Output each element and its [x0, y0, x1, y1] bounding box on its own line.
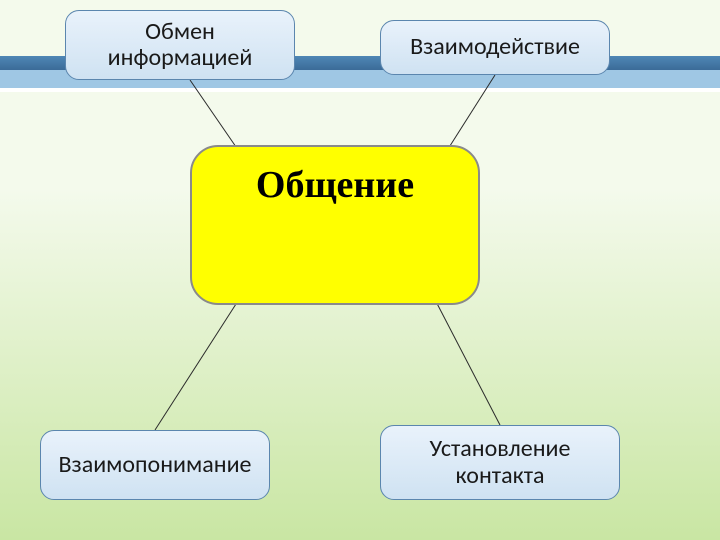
node-tr: Взаимодействие: [380, 20, 610, 75]
node-br: Установление контакта: [380, 425, 620, 500]
diagram-stage: Общение Обмен информацией Взаимодействие…: [0, 0, 720, 540]
node-tr-label: Взаимодействие: [410, 34, 580, 60]
central-node: Общение: [190, 145, 480, 305]
node-tl-label: Обмен информацией: [74, 19, 286, 72]
central-label: Общение: [256, 165, 414, 207]
node-tl: Обмен информацией: [65, 10, 295, 80]
header-band-white: [0, 88, 720, 92]
node-br-label: Установление контакта: [389, 436, 611, 489]
node-bl-label: Взаимопонимание: [59, 452, 252, 478]
node-bl: Взаимопонимание: [40, 430, 270, 500]
